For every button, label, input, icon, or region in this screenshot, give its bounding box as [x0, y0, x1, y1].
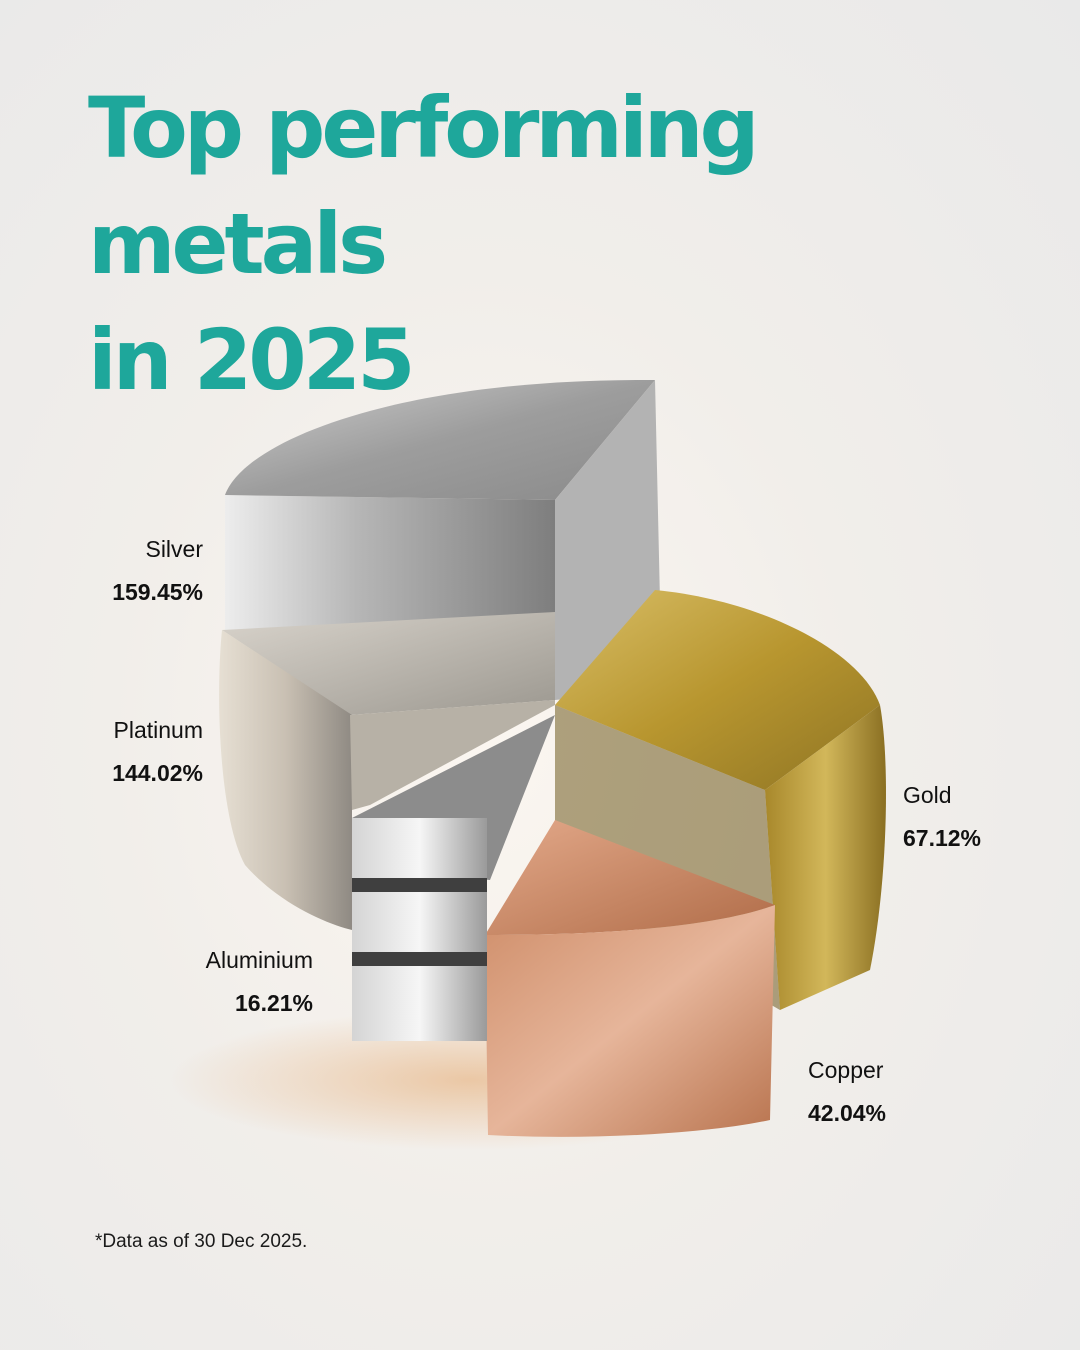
label-platinum-value: 144.02% — [112, 760, 203, 786]
label-gold-name: Gold — [903, 782, 952, 808]
label-copper-value: 42.04% — [808, 1100, 887, 1126]
slice-platinum — [219, 612, 555, 930]
slice-copper — [485, 820, 775, 1137]
label-platinum-name: Platinum — [113, 717, 203, 743]
label-silver: Silver 159.45% — [60, 534, 203, 607]
title-line-1: Top performing metals — [88, 79, 760, 293]
label-silver-value: 159.45% — [112, 579, 203, 605]
label-platinum: Platinum 144.02% — [60, 715, 203, 788]
label-copper: Copper 42.04% — [808, 1055, 948, 1128]
footnote: *Data as of 30 Dec 2025. — [95, 1231, 308, 1252]
label-copper-name: Copper — [808, 1057, 884, 1083]
label-gold-value: 67.12% — [903, 825, 982, 851]
label-aluminium-name: Aluminium — [205, 947, 313, 973]
label-aluminium-value: 16.21% — [234, 990, 313, 1016]
chart-title: Top performing metals in 2025 — [88, 70, 1048, 418]
label-aluminium: Aluminium 16.21% — [150, 945, 313, 1018]
label-silver-name: Silver — [145, 536, 203, 562]
title-line-2: in 2025 — [88, 311, 416, 409]
label-gold: Gold 67.12% — [903, 780, 1023, 853]
slice-aluminium — [352, 715, 555, 1041]
